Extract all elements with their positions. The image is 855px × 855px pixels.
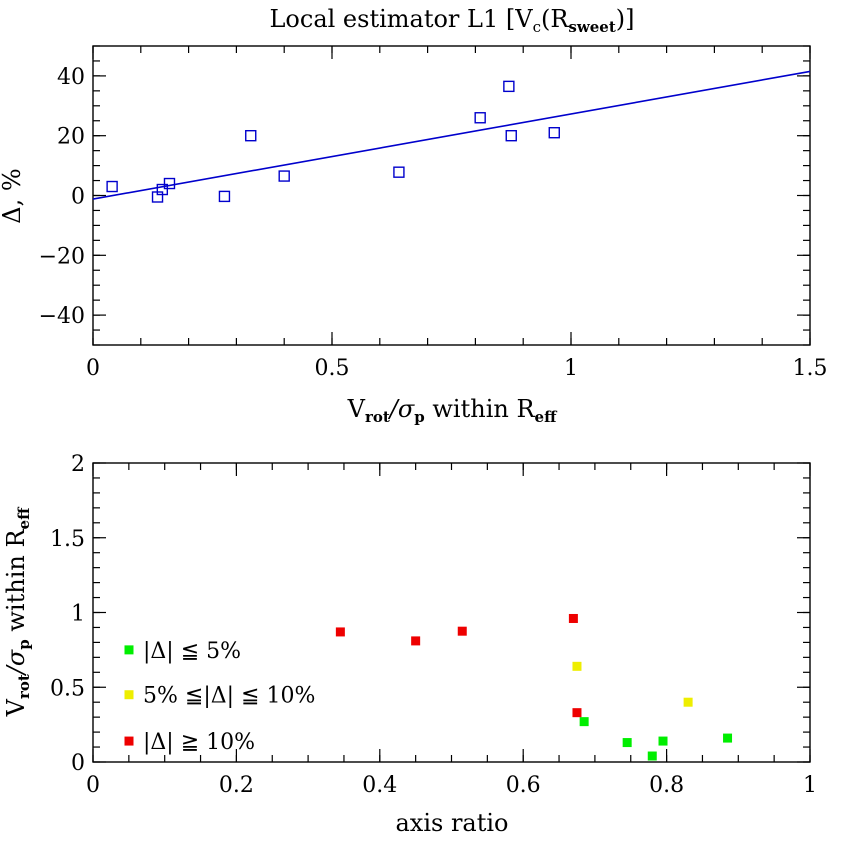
top-panel: Local estimator L1 [Vc(Rsweet)] 0 0.5 1 1.5… (0, 5, 828, 426)
bottom-x-tick-label: 0.8 (649, 773, 684, 798)
top-data-point (278, 170, 290, 182)
top-x-tick-label: 0.5 (315, 356, 350, 381)
bottom-data-point-series-0 (658, 736, 668, 746)
top-y-tick-label: 20 (57, 125, 85, 150)
top-x-axis-label: Vrot/σp within Reff (347, 395, 558, 426)
top-x-tick-label: 1.5 (793, 356, 828, 381)
top-fit-line-group (92, 70, 811, 200)
legend-label-0: |Δ| ≦ 5% (143, 639, 241, 664)
bottom-plot-frame (92, 462, 811, 763)
top-ticks (92, 45, 811, 346)
bottom-y-tick-label: 1.5 (50, 527, 85, 552)
top-data-point (156, 183, 169, 196)
top-data-point (505, 129, 517, 142)
bottom-x-tick-label: 0 (86, 773, 100, 798)
top-data-points (106, 80, 560, 203)
bottom-data-point-series-2 (335, 627, 345, 637)
bottom-y-tick-label: 0.5 (50, 676, 85, 701)
top-chart-title: Local estimator L1 [Vc(Rsweet)] (269, 5, 634, 36)
bottom-x-tick-label: 1 (803, 773, 817, 798)
top-y-tick-label: −20 (39, 244, 85, 269)
bottom-data-point-series-0 (622, 738, 632, 748)
bottom-data-point-series-0 (723, 733, 733, 743)
legend-marker-0 (124, 645, 134, 655)
top-data-point (474, 112, 486, 124)
top-data-point (245, 129, 257, 142)
top-data-point (548, 127, 560, 139)
top-data-point (218, 190, 231, 203)
bottom-data-point-series-1 (572, 661, 582, 671)
bottom-x-tick-label: 0.2 (219, 773, 254, 798)
top-data-point (106, 180, 118, 193)
bottom-x-axis-label: axis ratio (395, 809, 508, 837)
top-x-tick-label: 1 (564, 356, 578, 381)
bottom-y-tick-label: 1 (71, 602, 85, 627)
bottom-x-tick-label: 0.6 (506, 773, 541, 798)
bottom-panel: 0 0.2 0.4 0.6 0.8 1 0 0.5 1 1.5 2 |Δ| ≦ 5% 5% ≦|Δ| … (2, 452, 817, 837)
top-data-point (163, 177, 176, 190)
top-y-tick-label: −40 (39, 304, 85, 329)
bottom-data-point-series-2 (572, 708, 582, 718)
top-data-point (503, 80, 515, 93)
bottom-y-tick-label: 2 (71, 452, 85, 477)
bottom-data-point-series-0 (579, 717, 589, 727)
legend-label-1: 5% ≦|Δ| ≦ 10% (143, 684, 315, 709)
bottom-y-tick-label: 0 (71, 751, 85, 776)
bottom-y-axis-label: Vrot/σp within Reff (2, 506, 33, 717)
top-y-axis-label: Δ, % (0, 168, 26, 223)
bottom-data-point-series-0 (647, 751, 657, 761)
top-fit-line (92, 70, 811, 200)
top-y-tick-label: 0 (71, 185, 85, 210)
legend-marker-1 (124, 690, 134, 700)
legend-marker-2 (124, 736, 134, 746)
legend-label-2: |Δ| ≧ 10% (143, 730, 255, 755)
top-x-tick-label: 0 (86, 356, 100, 381)
bottom-data-point-series-2 (457, 626, 467, 636)
bottom-x-tick-label: 0.4 (362, 773, 397, 798)
bottom-data-point-series-2 (568, 613, 578, 623)
top-y-tick-label: 40 (57, 65, 85, 90)
bottom-data-point-series-1 (683, 697, 693, 707)
bottom-ticks (92, 462, 811, 763)
top-tick-labels: 0 0.5 1 1.5 −40 −20 0 20 40 (39, 65, 828, 381)
bottom-data-point-series-2 (411, 636, 421, 646)
bottom-data-points (335, 613, 733, 761)
bottom-tick-labels: 0 0.2 0.4 0.6 0.8 1 0 0.5 1 1.5 2 (50, 452, 817, 798)
top-data-point (393, 166, 405, 178)
legend: |Δ| ≦ 5% 5% ≦|Δ| ≦ 10% |Δ| ≧ 10% (124, 639, 315, 755)
